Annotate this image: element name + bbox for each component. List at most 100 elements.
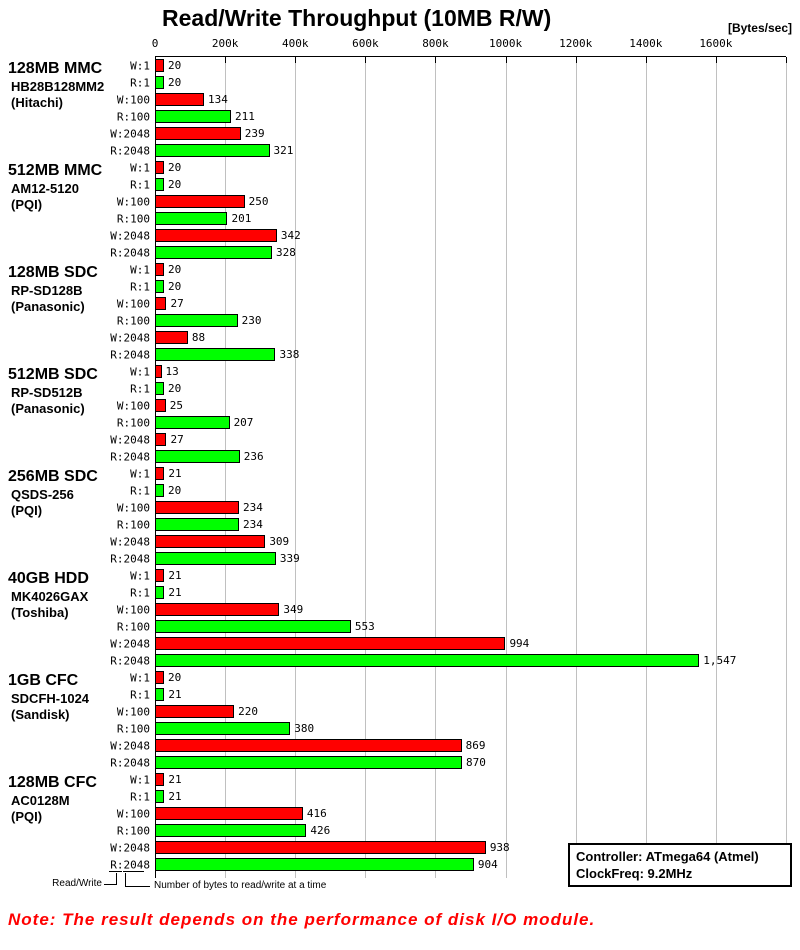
bar-row: W:100 416 <box>117 805 786 822</box>
bar-row: R:1 20 <box>130 74 786 91</box>
bar-group: W:1 20 R:1 21 W:100 220 R:100 380 W:2048 869 R:204… <box>110 669 786 771</box>
read-bar <box>155 654 700 667</box>
gridline <box>435 57 437 878</box>
bar-row: R:2048 328 <box>110 244 786 261</box>
category-model: AM12-5120 <box>11 181 79 196</box>
controller-info-box: Controller: ATmega64 (Atmel) ClockFreq: … <box>568 843 792 887</box>
write-bar <box>155 501 240 514</box>
bar-row: R:100 230 <box>117 312 786 329</box>
bar-label: R:2048 <box>110 246 150 259</box>
tick-label: 0 <box>151 37 159 50</box>
read-bar <box>155 790 165 803</box>
controller-line: Controller: ATmega64 (Atmel) <box>576 849 759 864</box>
category-title: 40GB HDD <box>8 570 89 587</box>
tick-label: 200k <box>211 37 239 50</box>
legend-bracket-bytes <box>125 873 150 887</box>
write-bar <box>155 603 280 616</box>
bar-label: W:1 <box>130 773 150 786</box>
bar-value: 230 <box>241 314 262 327</box>
read-bar <box>155 382 164 395</box>
bar-label: W:100 <box>116 399 150 412</box>
read-bar <box>155 76 164 89</box>
write-bar <box>155 467 165 480</box>
bar-row: R:2048 904 <box>110 856 786 873</box>
bar-row: W:2048 88 <box>110 329 786 346</box>
bar-row: R:2048 338 <box>110 346 786 363</box>
category-label-block: 1GB CFC SDCFH-1024 (Sandisk) <box>8 672 153 722</box>
bar-value: 339 <box>279 552 300 565</box>
read-bar <box>155 280 164 293</box>
bar-label: W:100 <box>116 807 150 820</box>
bar-value: 328 <box>275 246 296 259</box>
bar-row: R:100 426 <box>117 822 786 839</box>
bar-row: R:1 20 <box>130 278 786 295</box>
read-bar <box>155 212 228 225</box>
bar-value: 20 <box>168 178 182 191</box>
category-maker: (Panasonic) <box>11 299 85 314</box>
tick-label: 1400k <box>629 37 663 50</box>
bar-value: 349 <box>283 603 304 616</box>
bar-value: 416 <box>306 807 327 820</box>
bar-value: 20 <box>168 382 182 395</box>
category-model: AC0128M <box>11 793 70 808</box>
read-bar <box>155 246 272 259</box>
clockfreq-line: ClockFreq: 9.2MHz <box>576 866 693 881</box>
category-model: MK4026GAX <box>11 589 89 604</box>
gridline <box>365 57 367 878</box>
axis-tick <box>715 57 717 63</box>
bar-value: 201 <box>231 212 252 225</box>
bar-label: W:100 <box>116 603 150 616</box>
tick-label: 800k <box>422 37 449 50</box>
bar-row: W:1 20 <box>130 57 786 74</box>
gridline <box>225 57 227 878</box>
axis-unit-label: [Bytes/sec] <box>727 21 792 35</box>
bar-value: 21 <box>168 790 182 803</box>
bar-label: W:1 <box>130 467 150 480</box>
bar-group: W:1 21 R:1 20 W:100 234 R:100 234 W:2048 309 R:204… <box>110 465 786 567</box>
bar-label: R:100 <box>116 314 150 327</box>
read-bar <box>155 824 307 837</box>
bar-value: 869 <box>465 739 486 752</box>
bar-row: W:1 21 <box>130 771 786 788</box>
write-bar <box>155 263 164 276</box>
bar-row: W:100 25 <box>117 397 786 414</box>
bar-label: W:100 <box>116 195 150 208</box>
bar-label: W:100 <box>116 93 150 106</box>
bar-value: 134 <box>207 93 228 106</box>
bar-row: R:1 21 <box>130 584 786 601</box>
bar-label: R:1 <box>130 790 150 803</box>
bar-label: R:1 <box>130 280 150 293</box>
write-bar <box>155 671 164 684</box>
write-bar <box>155 297 167 310</box>
bar-label: R:2048 <box>110 858 150 871</box>
axis-tick <box>225 57 227 63</box>
bar-value: 1,547 <box>703 654 737 667</box>
axis-tick <box>365 57 367 63</box>
write-bar <box>155 569 165 582</box>
axis-tick <box>505 57 507 63</box>
read-bar <box>155 688 165 701</box>
bar-value: 88 <box>191 331 206 344</box>
write-bar <box>155 93 204 106</box>
bar-label: R:100 <box>116 110 150 123</box>
bar-value: 20 <box>168 76 182 89</box>
bar-value: 20 <box>168 161 182 174</box>
bar-value: 426 <box>310 824 331 837</box>
bar-row: W:100 220 <box>117 703 786 720</box>
bar-row: R:100 211 <box>117 108 786 125</box>
read-bar <box>155 552 276 565</box>
bar-value: 234 <box>243 501 263 514</box>
read-bar <box>155 416 230 429</box>
bar-value: 27 <box>170 297 184 310</box>
bar-label: R:100 <box>116 620 150 633</box>
bar-value: 553 <box>354 620 375 633</box>
bar-row: R:2048 870 <box>110 754 786 771</box>
bar-label: R:2048 <box>110 552 150 565</box>
bar-value: 236 <box>243 450 264 463</box>
bar-label: R:1 <box>130 484 150 497</box>
bar-value: 25 <box>169 399 183 412</box>
category-title: 256MB SDC <box>8 468 98 485</box>
bar-row: W:100 250 <box>117 193 786 210</box>
read-bar <box>155 348 276 361</box>
legend-read-write-label: Read/Write <box>52 878 102 889</box>
